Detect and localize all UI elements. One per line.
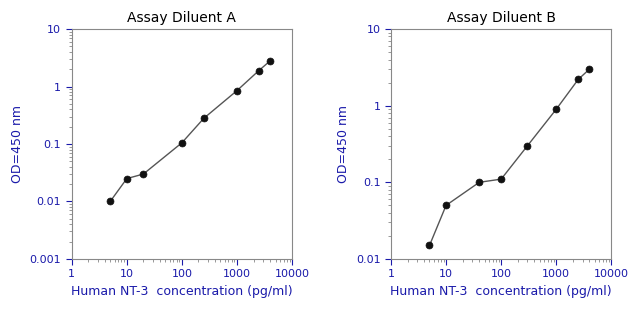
X-axis label: Human NT-3  concentration (pg/ml): Human NT-3 concentration (pg/ml) (390, 285, 612, 298)
X-axis label: Human NT-3  concentration (pg/ml): Human NT-3 concentration (pg/ml) (71, 285, 292, 298)
Y-axis label: OD=450 nm: OD=450 nm (11, 105, 24, 183)
Y-axis label: OD=450 nm: OD=450 nm (337, 105, 350, 183)
Title: Assay Diluent A: Assay Diluent A (127, 11, 236, 25)
Title: Assay Diluent B: Assay Diluent B (447, 11, 556, 25)
